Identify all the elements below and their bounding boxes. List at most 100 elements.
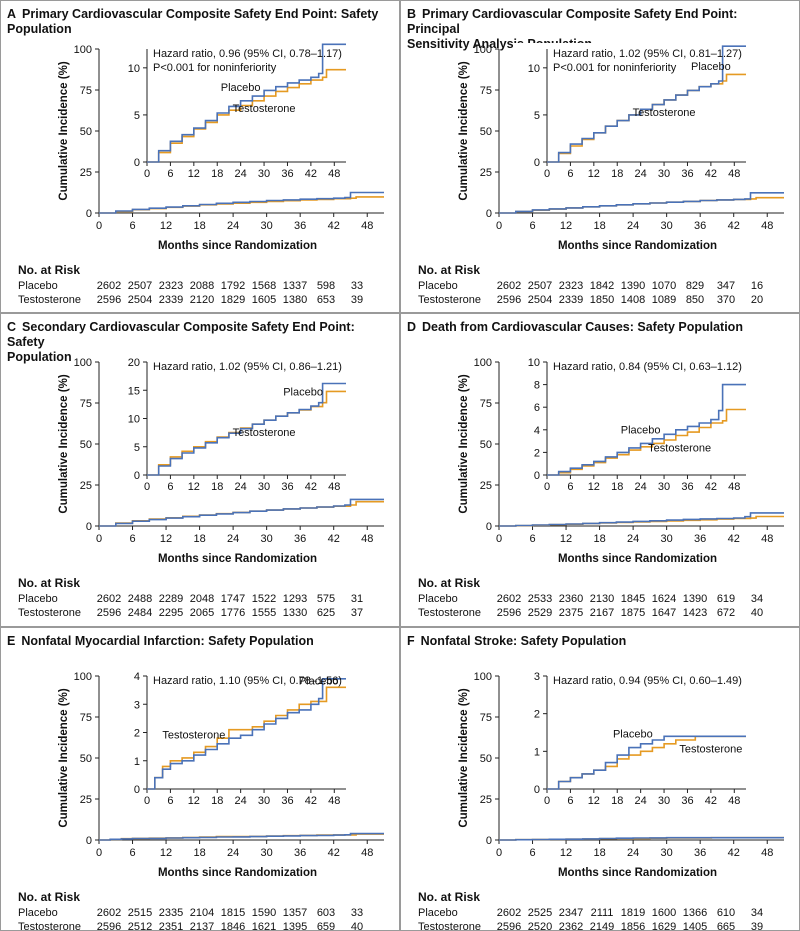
inset-x-tick-label: 42 bbox=[705, 795, 717, 807]
x-tick-label: 12 bbox=[160, 533, 172, 545]
inset-x-tick-label: 48 bbox=[328, 481, 340, 493]
x-tick-label: 6 bbox=[129, 533, 135, 545]
risk-table-title: No. at Risk bbox=[418, 890, 481, 904]
risk-table: No. at Risk Placebo 2602 2507 2323 1842 1390 10… bbox=[418, 263, 798, 306]
risk-count: 2596 bbox=[96, 294, 122, 306]
x-tick-label: 18 bbox=[593, 847, 605, 859]
panel-title: A Primary Cardiovascular Composite Safety… bbox=[7, 7, 393, 37]
panel-title: F Nonfatal Stroke: Safety Population bbox=[407, 634, 793, 649]
risk-count: 2323 bbox=[558, 280, 584, 292]
risk-count: 1405 bbox=[682, 921, 708, 931]
risk-row-label: Placebo bbox=[18, 907, 58, 919]
risk-count: 2104 bbox=[189, 907, 215, 919]
inset-x-tick-label: 30 bbox=[258, 481, 270, 493]
inset-background bbox=[513, 356, 752, 495]
risk-count: 1846 bbox=[220, 921, 246, 931]
risk-count: 2596 bbox=[96, 921, 122, 931]
inset-background bbox=[513, 670, 752, 809]
inset-y-tick-label: 5 bbox=[534, 110, 540, 122]
inset-background bbox=[113, 356, 352, 495]
x-tick-label: 6 bbox=[529, 847, 535, 859]
y-tick-label: 75 bbox=[480, 712, 492, 724]
inset-y-tick-label: 10 bbox=[128, 414, 140, 426]
x-axis-label: Months since Randomization bbox=[558, 553, 717, 565]
inset-background bbox=[113, 43, 352, 182]
risk-count: 2065 bbox=[189, 607, 215, 619]
risk-count: 1590 bbox=[251, 907, 277, 919]
risk-count: 1776 bbox=[220, 607, 246, 619]
x-tick-label: 36 bbox=[294, 220, 306, 232]
y-tick-label: 100 bbox=[74, 357, 92, 369]
placebo-curve-main bbox=[499, 512, 784, 527]
risk-count: 598 bbox=[316, 280, 336, 292]
inset-y-tick-label: 15 bbox=[128, 385, 140, 397]
risk-count: 2323 bbox=[158, 280, 184, 292]
risk-count: 2339 bbox=[158, 294, 184, 306]
y-tick-label: 50 bbox=[480, 753, 492, 765]
risk-row-testosterone: Testosterone 2596 2484 2295 2065 1776 1555 1330… bbox=[18, 606, 398, 620]
inset-x-tick-label: 12 bbox=[188, 795, 200, 807]
panel-title-line: Nonfatal Stroke: Safety Population bbox=[420, 634, 627, 648]
inset-x-tick-label: 0 bbox=[544, 481, 550, 493]
x-tick-label: 0 bbox=[96, 533, 102, 545]
risk-count: 2362 bbox=[558, 921, 584, 931]
inset-x-tick-label: 18 bbox=[211, 168, 223, 180]
x-axis-label: Months since Randomization bbox=[158, 553, 317, 565]
inset-x-tick-label: 0 bbox=[544, 795, 550, 807]
inset-x-tick-label: 42 bbox=[305, 168, 317, 180]
risk-count: 2596 bbox=[496, 294, 522, 306]
placebo-label: Placebo bbox=[613, 729, 653, 741]
risk-count: 619 bbox=[716, 593, 736, 605]
y-tick-label: 0 bbox=[486, 208, 492, 220]
inset-y-tick-label: 3 bbox=[134, 699, 140, 711]
risk-count: 2525 bbox=[527, 907, 553, 919]
risk-row-placebo: Placebo 2602 2515 2335 2104 1815 1590 1357 603 33 bbox=[18, 906, 398, 920]
x-tick-label: 18 bbox=[593, 533, 605, 545]
inset-y-tick-label: 4 bbox=[534, 425, 540, 437]
panel-letter: D bbox=[407, 320, 417, 334]
risk-count: 625 bbox=[316, 607, 336, 619]
panel-title-line: Secondary Cardiovascular Composite Safet… bbox=[7, 320, 355, 349]
panel-title: D Death from Cardiovascular Causes: Safet… bbox=[407, 320, 793, 335]
placebo-curve-inset bbox=[547, 383, 746, 476]
panel-a: A Primary Cardiovascular Composite Safety… bbox=[0, 0, 400, 313]
x-tick-label: 36 bbox=[694, 533, 706, 545]
risk-count: 2088 bbox=[189, 280, 215, 292]
noninferiority-text: P<0.001 for noninferiority bbox=[553, 62, 677, 74]
risk-row-placebo: Placebo 2602 2507 2323 2088 1792 1568 1337 598 33 bbox=[18, 279, 398, 293]
y-tick-label: 50 bbox=[480, 126, 492, 138]
risk-count: 1390 bbox=[682, 593, 708, 605]
y-tick-label: 25 bbox=[480, 167, 492, 179]
risk-count: 1747 bbox=[220, 593, 246, 605]
risk-count: 2507 bbox=[127, 280, 153, 292]
risk-count: 34 bbox=[750, 593, 764, 605]
risk-row-label: Testosterone bbox=[18, 921, 81, 931]
risk-row-label: Placebo bbox=[418, 280, 458, 292]
inset-x-tick-label: 12 bbox=[588, 481, 600, 493]
risk-count: 1647 bbox=[651, 607, 677, 619]
x-tick-label: 12 bbox=[160, 847, 172, 859]
risk-count: 1875 bbox=[620, 607, 646, 619]
risk-table: No. at Risk Placebo 2602 2525 2347 2111 1819 16… bbox=[418, 890, 798, 930]
inset-x-tick-label: 6 bbox=[567, 168, 573, 180]
y-axis-label: Cumulative Incidence (%) bbox=[58, 61, 70, 200]
inset-y-tick-label: 10 bbox=[128, 63, 140, 75]
risk-count: 31 bbox=[350, 593, 364, 605]
y-tick-label: 100 bbox=[74, 44, 92, 56]
risk-table: No. at Risk Placebo 2602 2515 2335 2104 1815 15… bbox=[18, 890, 398, 930]
x-tick-label: 6 bbox=[529, 220, 535, 232]
panel-title-line: Population bbox=[7, 22, 72, 36]
placebo-label: Placebo bbox=[691, 61, 731, 73]
inset-x-tick-label: 30 bbox=[658, 795, 670, 807]
x-tick-label: 24 bbox=[227, 847, 239, 859]
x-tick-label: 42 bbox=[328, 847, 340, 859]
y-tick-label: 0 bbox=[86, 521, 92, 533]
panel-title-line: Primary Cardiovascular Composite Safety … bbox=[407, 7, 738, 36]
x-tick-label: 18 bbox=[193, 220, 205, 232]
x-tick-label: 0 bbox=[496, 847, 502, 859]
x-tick-label: 42 bbox=[328, 220, 340, 232]
risk-count: 40 bbox=[750, 607, 764, 619]
